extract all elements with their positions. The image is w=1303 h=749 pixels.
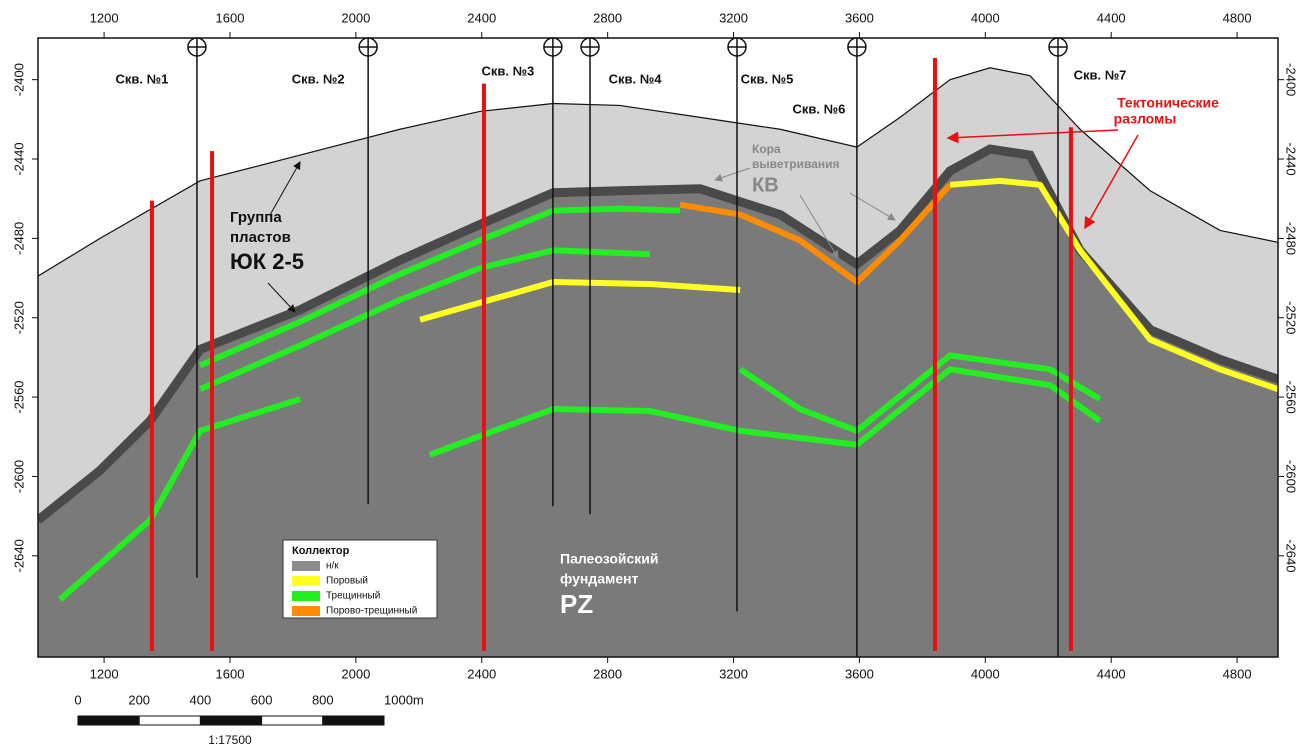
y-tick-label: -2480	[1284, 222, 1299, 255]
y-tick-label: -2640	[11, 539, 26, 572]
scale-segment	[139, 716, 200, 725]
well-label: Скв. №6	[792, 101, 845, 116]
well-label: Скв. №1	[116, 71, 169, 86]
legend-label: Трещинный	[326, 591, 380, 602]
y-tick-label: -2600	[11, 460, 26, 493]
y-tick-label: -2520	[11, 301, 26, 334]
scale-label: 400	[190, 692, 212, 707]
y-tick-label: -2560	[11, 380, 26, 413]
legend-swatch	[292, 591, 320, 601]
x-tick-label: 4000	[971, 10, 1000, 25]
y-tick-label: -2400	[11, 63, 26, 96]
scale-label: 0	[74, 692, 81, 707]
well-label: Скв. №2	[292, 71, 345, 86]
x-tick-label: 2800	[593, 666, 622, 681]
x-tick-label: 3200	[719, 666, 748, 681]
legend-label: н/к	[326, 561, 339, 572]
x-tick-label: 3600	[845, 666, 874, 681]
well-label: Скв. №3	[481, 63, 534, 78]
y-tick-label: -2600	[1284, 460, 1299, 493]
x-tick-label: 3600	[845, 10, 874, 25]
x-tick-label: 1600	[216, 10, 245, 25]
scale-ratio: 1:17500	[208, 733, 252, 747]
y-tick-label: -2640	[1284, 539, 1299, 572]
legend-swatch	[292, 561, 320, 571]
x-tick-label: 2400	[467, 10, 496, 25]
scale-segment	[78, 716, 139, 725]
legend-swatch	[292, 606, 320, 616]
well-symbol	[581, 38, 599, 56]
x-tick-label: 2800	[593, 10, 622, 25]
x-tick-label: 2000	[341, 10, 370, 25]
well-symbol	[728, 38, 746, 56]
annotation: разломы	[1114, 111, 1177, 127]
well-symbol	[188, 38, 206, 56]
well-symbol	[848, 38, 866, 56]
well-label: Скв. №4	[609, 71, 663, 86]
annotation: PZ	[560, 589, 593, 619]
plot-area	[38, 68, 1278, 662]
x-tick-label: 4800	[1223, 10, 1252, 25]
annotation: ЮК 2-5	[230, 249, 304, 274]
x-tick-label: 3200	[719, 10, 748, 25]
y-tick-label: -2480	[11, 222, 26, 255]
annotation: пластов	[230, 229, 291, 246]
well-symbol	[544, 38, 562, 56]
scale-segment	[200, 716, 261, 725]
x-tick-label: 1200	[90, 666, 119, 681]
legend-label: Поровый	[326, 576, 368, 587]
x-tick-label: 1600	[216, 666, 245, 681]
annotation: выветривания	[752, 157, 839, 171]
well-label: Скв. №7	[1074, 67, 1127, 82]
x-tick-label: 1200	[90, 10, 119, 25]
y-tick-label: -2520	[1284, 301, 1299, 334]
y-tick-label: -2440	[11, 142, 26, 175]
annotation: Палеозойский	[560, 551, 659, 567]
cross-section-chart: Группа пластов ЮК 2-5 Кора выветривания …	[0, 0, 1303, 749]
scale-label: 600	[251, 692, 273, 707]
scale-label: 1000m	[384, 692, 424, 707]
legend-title: Коллектор	[292, 545, 350, 557]
legend-label: Порово-трещинный	[326, 606, 417, 617]
y-tick-label: -2440	[1284, 142, 1299, 175]
scale-label: 200	[128, 692, 150, 707]
y-tick-label: -2560	[1284, 380, 1299, 413]
annotation: КВ	[752, 174, 779, 196]
well-symbol	[359, 38, 377, 56]
x-tick-label: 4000	[971, 666, 1000, 681]
x-tick-label: 4800	[1223, 666, 1252, 681]
x-tick-label: 2400	[467, 666, 496, 681]
scale-segment	[323, 716, 384, 725]
scale-label: 800	[312, 692, 334, 707]
annotation: Кора	[752, 142, 781, 156]
legend-swatch	[292, 576, 320, 586]
scale-segment	[262, 716, 323, 725]
x-tick-label: 4400	[1097, 666, 1126, 681]
well-label: Скв. №5	[741, 71, 794, 86]
x-tick-label: 2000	[341, 666, 370, 681]
annotation: фундамент	[560, 571, 639, 587]
x-tick-label: 4400	[1097, 10, 1126, 25]
y-tick-label: -2400	[1284, 63, 1299, 96]
annotation: Тектонические	[1117, 95, 1219, 111]
annotation: Группа	[230, 209, 282, 226]
well-symbol	[1049, 38, 1067, 56]
